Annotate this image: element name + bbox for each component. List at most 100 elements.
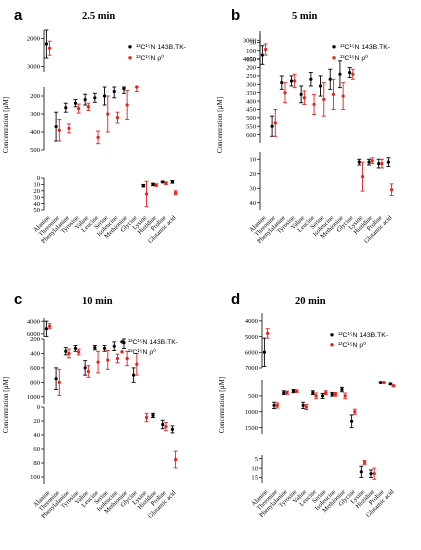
y-tick-label: 450 (246, 107, 257, 114)
y-tick-label: 500 (246, 115, 257, 122)
y-tick-label: 20 (33, 188, 40, 195)
y-tick-label: 400 (30, 351, 41, 358)
legend-marker (330, 333, 334, 337)
data-point (285, 391, 289, 395)
data-point (353, 410, 357, 414)
data-point (174, 191, 178, 195)
panel-title: 10 min (82, 296, 113, 307)
data-point (93, 346, 97, 350)
data-point (330, 392, 334, 396)
data-point (377, 162, 381, 166)
data-point (270, 124, 274, 128)
y-tick-label: 15 (251, 475, 258, 482)
data-point (304, 405, 308, 409)
data-point (102, 94, 107, 98)
data-point (54, 125, 58, 129)
data-point (390, 188, 394, 192)
y-axis-label: Concentration [µM] (2, 97, 10, 153)
data-point (309, 77, 313, 81)
data-point (112, 89, 116, 94)
data-point (170, 180, 174, 184)
y-tick-label: 40 (33, 201, 40, 208)
data-point (282, 391, 286, 395)
data-point (83, 98, 87, 102)
data-point (324, 391, 328, 395)
y-tick-label: 1000 (27, 394, 41, 401)
y-tick-label: 4000 (243, 56, 257, 63)
y-tick-label: 30 (33, 194, 40, 201)
legend-marker (120, 340, 124, 344)
data-point (359, 470, 363, 474)
y-tick-label: 3000 (243, 37, 257, 44)
data-point (379, 380, 383, 385)
data-point (289, 79, 294, 83)
data-point (67, 126, 71, 130)
data-point (83, 366, 87, 370)
y-tick-label: 2000 (27, 36, 41, 43)
data-point (115, 356, 120, 361)
y-tick-label: 40 (249, 200, 256, 207)
legend-marker (128, 56, 132, 60)
data-point (115, 116, 120, 120)
data-point (93, 96, 97, 100)
data-point (86, 105, 90, 109)
data-point (291, 389, 296, 393)
y-tick-label: 600 (30, 365, 41, 372)
data-point (44, 42, 49, 46)
data-point (151, 413, 155, 417)
data-point (64, 106, 68, 110)
data-point (161, 422, 165, 427)
data-point (372, 472, 376, 476)
data-point (106, 112, 110, 116)
y-tick-label: 4000 (245, 318, 259, 325)
y-tick-label: 5 (255, 456, 259, 463)
panel-c: c 10 min Concentration [µM] 0 20 40 60 80 100 200… (2, 291, 178, 520)
data-point (370, 159, 374, 163)
data-point (64, 349, 68, 353)
data-point (299, 92, 303, 96)
y-tick-label: 800 (30, 380, 41, 387)
data-point (340, 387, 344, 392)
data-point (144, 192, 149, 196)
data-point (357, 160, 361, 164)
data-point (154, 183, 158, 187)
data-point (48, 324, 52, 328)
data-point (262, 350, 266, 354)
y-tick-label: 40 (33, 432, 40, 439)
legend-label: ¹³C¹⁵N ρ⁰ (338, 341, 366, 349)
y-tick-label: 100 (246, 48, 257, 55)
y-tick-label: 5000 (245, 334, 259, 341)
data-point (86, 369, 90, 374)
data-point (161, 180, 165, 184)
data-point (341, 94, 345, 98)
y-tick-label: 500 (248, 393, 259, 400)
y-tick-label: 80 (33, 460, 40, 467)
y-axis-label: Concentration [µM] (216, 97, 224, 153)
data-point (125, 103, 129, 107)
data-point (348, 70, 352, 75)
y-tick-label: 6000 (245, 349, 259, 356)
data-point (164, 181, 168, 185)
data-point (328, 77, 332, 81)
y-tick-label: 20 (33, 418, 40, 425)
data-point (295, 389, 299, 393)
data-point (73, 346, 78, 350)
y-axis-label: Concentration [µM] (218, 377, 226, 433)
panel-letter: b (231, 7, 240, 24)
y-axis-label: Concentration [µM] (2, 377, 10, 433)
data-point (48, 46, 52, 50)
legend-label: ¹³C¹⁵N 143B.TK- (338, 332, 388, 339)
data-point (322, 97, 326, 101)
legend-label: ¹³C¹⁵N ρ⁰ (136, 54, 164, 62)
data-point (151, 182, 155, 186)
data-point (77, 107, 81, 111)
data-point (174, 457, 178, 462)
data-point (351, 72, 355, 76)
y-tick-label: 0 (37, 175, 41, 182)
data-point (67, 351, 71, 356)
legend-label: ¹³C¹⁵N 143B.TK- (128, 339, 178, 346)
data-point (57, 128, 61, 132)
y-tick-label: 10 (251, 465, 258, 472)
data-point (380, 162, 384, 166)
legend-marker (332, 56, 336, 60)
